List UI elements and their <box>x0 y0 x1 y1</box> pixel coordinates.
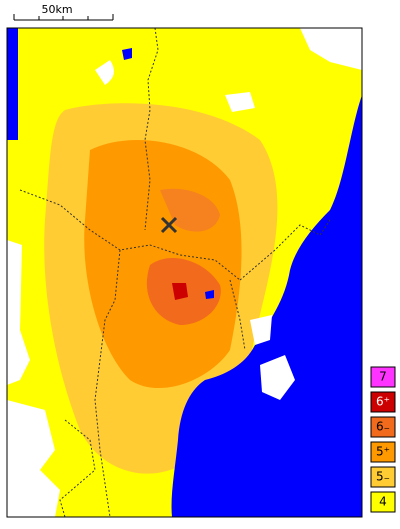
legend-label: 7 <box>379 370 387 384</box>
legend: 7 6⁺ 6₋ 5⁺ 5₋ 4 <box>370 366 396 513</box>
legend-label: 5⁺ <box>376 445 390 459</box>
legend-label: 5₋ <box>376 470 390 484</box>
legend-label: 6⁺ <box>376 395 390 409</box>
legend-swatch <box>370 366 396 388</box>
map-frame <box>6 27 363 518</box>
legend-label: 6₋ <box>376 420 390 434</box>
legend-swatch <box>370 491 396 513</box>
map <box>7 28 362 517</box>
legend-swatch <box>370 466 396 488</box>
legend-swatch <box>370 391 396 413</box>
legend-swatch <box>370 441 396 463</box>
legend-swatch <box>370 416 396 438</box>
scale-bar <box>13 14 114 21</box>
legend-label: 4 <box>379 495 387 509</box>
epicenter-marker <box>160 216 178 234</box>
scale-label: 50km <box>41 3 72 16</box>
